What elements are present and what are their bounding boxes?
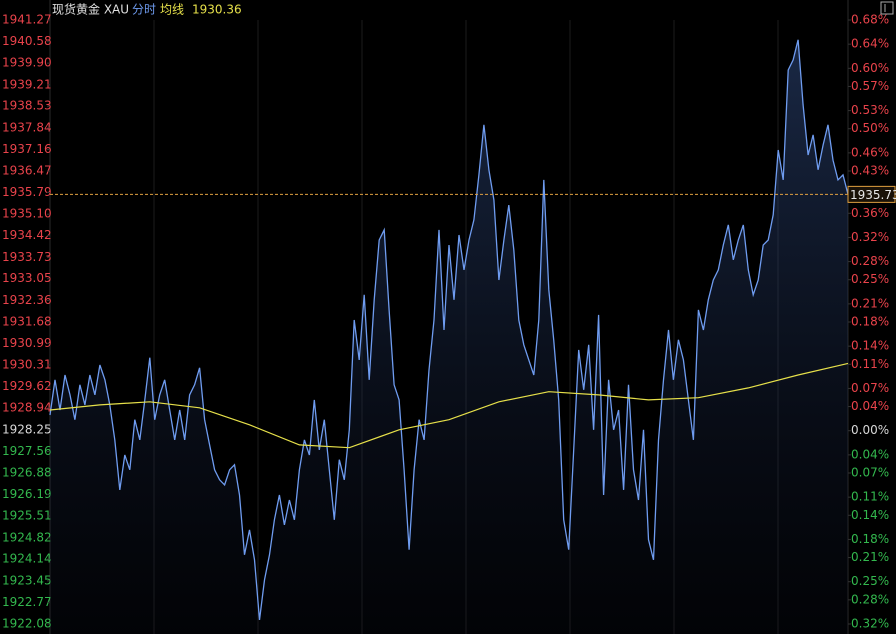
menu-icon[interactable] — [880, 1, 894, 15]
y-tick-label: 1928.25 — [2, 422, 52, 436]
legend-entry: 分时 — [132, 3, 156, 17]
y-tick-label: 1937.16 — [2, 142, 52, 156]
y2-tick-label: 0.11% — [851, 490, 889, 504]
y-tick-label: 1929.62 — [2, 379, 52, 393]
y2-tick-label: 0.53% — [851, 103, 889, 117]
y2-tick-label: 0.68% — [851, 13, 889, 27]
y2-tick-label: 0.64% — [851, 37, 889, 51]
current-price-label: 1935.73 — [850, 188, 896, 202]
y2-tick-label: 0.28% — [851, 592, 889, 606]
y-tick-label: 1935.79 — [2, 185, 52, 199]
y-tick-label: 1930.99 — [2, 336, 52, 350]
y2-tick-label: 0.57% — [851, 79, 889, 93]
y2-tick-label: 0.11% — [851, 357, 889, 371]
y2-tick-label: 0.32% — [851, 617, 889, 631]
y-tick-label: 1926.88 — [2, 465, 52, 479]
y-tick-label: 1941.27 — [2, 13, 52, 27]
y-tick-label: 1939.21 — [2, 77, 52, 91]
line — [49, 362, 849, 449]
line — [49, 39, 849, 620]
y2-tick-label: 0.28% — [851, 254, 889, 268]
y-tick-label: 1933.73 — [2, 250, 52, 264]
y-tick-label: 1923.45 — [2, 573, 52, 587]
y-tick-label: 1926.19 — [2, 487, 52, 501]
legend-value: 1930.36 — [192, 3, 242, 17]
y2-tick-label: 0.46% — [851, 145, 889, 159]
y-tick-label: 1935.10 — [2, 207, 52, 221]
y2-tick-label: 0.21% — [851, 296, 889, 310]
y2-tick-label: 0.25% — [851, 574, 889, 588]
y2-tick-label: 0.43% — [851, 164, 889, 178]
y2-tick-label: 0.18% — [851, 532, 889, 546]
y2-tick-label: 0.60% — [851, 61, 889, 75]
y-tick-label: 1924.82 — [2, 530, 52, 544]
y-tick-label: 1922.77 — [2, 595, 52, 609]
y2-tick-label: 0.07% — [851, 466, 889, 480]
y-tick-label: 1939.90 — [2, 56, 52, 70]
y-tick-label: 1932.36 — [2, 293, 52, 307]
y-tick-label: 1930.31 — [2, 357, 52, 371]
y2-tick-label: 0.21% — [851, 550, 889, 564]
y-tick-label: 1928.94 — [2, 401, 52, 415]
y-tick-label: 1940.58 — [2, 34, 52, 48]
y2-tick-label: 0.14% — [851, 339, 889, 353]
legend-entry: 均线 — [160, 3, 184, 17]
y2-tick-label: 0.04% — [851, 447, 889, 461]
y2-tick-label: 0.25% — [851, 272, 889, 286]
area — [50, 39, 848, 634]
current-price-box — [847, 185, 896, 203]
y-tick-label: 1922.08 — [2, 617, 52, 631]
y-tick-label: 1924.14 — [2, 552, 52, 566]
y2-tick-label: 0.36% — [851, 206, 889, 220]
y-tick-label: 1936.47 — [2, 164, 52, 178]
y-tick-label: 1933.05 — [2, 271, 52, 285]
y2-tick-label: 0.18% — [851, 315, 889, 329]
y2-tick-label: 0.04% — [851, 399, 889, 413]
y2-tick-label: 0.07% — [851, 381, 889, 395]
y-tick-label: 1937.84 — [2, 120, 52, 134]
y2-tick-label: 0.32% — [851, 230, 889, 244]
y-tick-label: 1934.42 — [2, 228, 52, 242]
icon-box[interactable] — [880, 1, 894, 15]
y-tick-label: 1938.53 — [2, 99, 52, 113]
y-tick-label: 1931.68 — [2, 314, 52, 328]
y2-tick-label: 0.14% — [851, 508, 889, 522]
y2-tick-label: 0.50% — [851, 121, 889, 135]
y-tick-label: 1925.51 — [2, 509, 52, 523]
y2-tick-label: 0.00% — [851, 423, 889, 437]
y-tick-label: 1927.56 — [2, 444, 52, 458]
chart-title: 现货黄金 XAU — [52, 2, 129, 17]
